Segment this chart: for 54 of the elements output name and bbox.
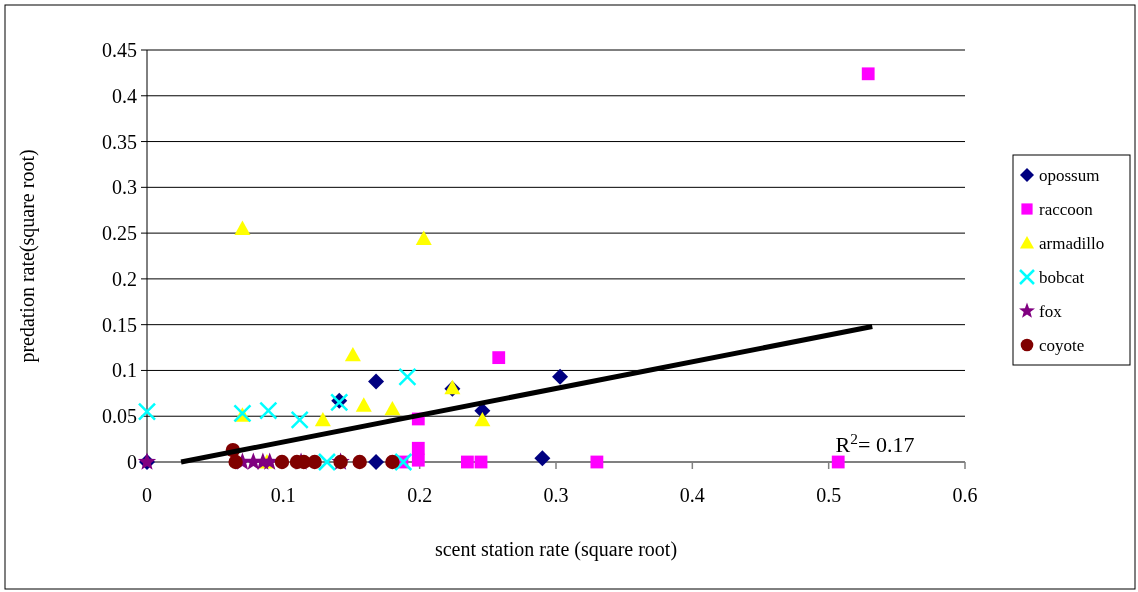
point [137,402,157,421]
legend-label: coyote [1039,335,1085,355]
x-axis-title: scent station rate (square root) [434,538,678,561]
point [415,230,432,245]
point [355,397,372,412]
legend-label: raccoon [1039,199,1094,219]
y-tick-label: 0.15 [102,313,137,336]
point [831,455,845,469]
point [398,367,417,387]
y-tick-label: 0 [127,451,137,473]
x-tick-label: 0.6 [952,484,978,506]
point [259,401,278,420]
point [274,454,290,470]
x-tick-label: 0 [142,484,152,506]
legend-label: bobcat [1039,267,1085,287]
y-tick-label: 0.35 [102,130,137,153]
point [368,373,385,390]
point [290,410,309,430]
y-tick-label: 0.1 [112,359,137,382]
point [234,220,251,235]
legend-label: opossum [1039,165,1100,185]
point [460,455,474,469]
y-axis-title: predation rate(square root) [16,149,39,363]
point [368,454,385,470]
y-tick-label: 0.3 [112,176,137,199]
point [552,368,569,385]
x-tick-label: 0.4 [679,484,705,506]
annotation: R$^{2}$= 0.17 [835,429,915,457]
point [861,67,875,81]
point [474,411,491,427]
y-tick-label: 0.2 [112,267,137,290]
y-tick-label: 0.45 [102,39,137,61]
legend-label: armadillo [1039,233,1105,253]
point [411,453,425,467]
point [385,454,400,470]
y-tick-label: 0.05 [102,405,137,428]
x-tick-label: 0.5 [816,484,842,506]
point [314,411,331,427]
y-tick-label: 0.4 [112,84,137,107]
point [384,400,401,416]
point [344,346,361,362]
point [492,351,506,365]
x-tick-label: 0.3 [543,484,569,506]
point [352,454,367,470]
legend-label: fox [1039,301,1063,321]
y-tick-label: 0.25 [102,222,137,245]
point [411,441,425,455]
x-tick-label: 0.2 [407,484,433,506]
point [307,454,322,470]
point [317,452,337,472]
x-tick-label: 0.1 [270,484,296,506]
point [394,452,413,472]
point [228,454,243,470]
point [534,450,551,467]
